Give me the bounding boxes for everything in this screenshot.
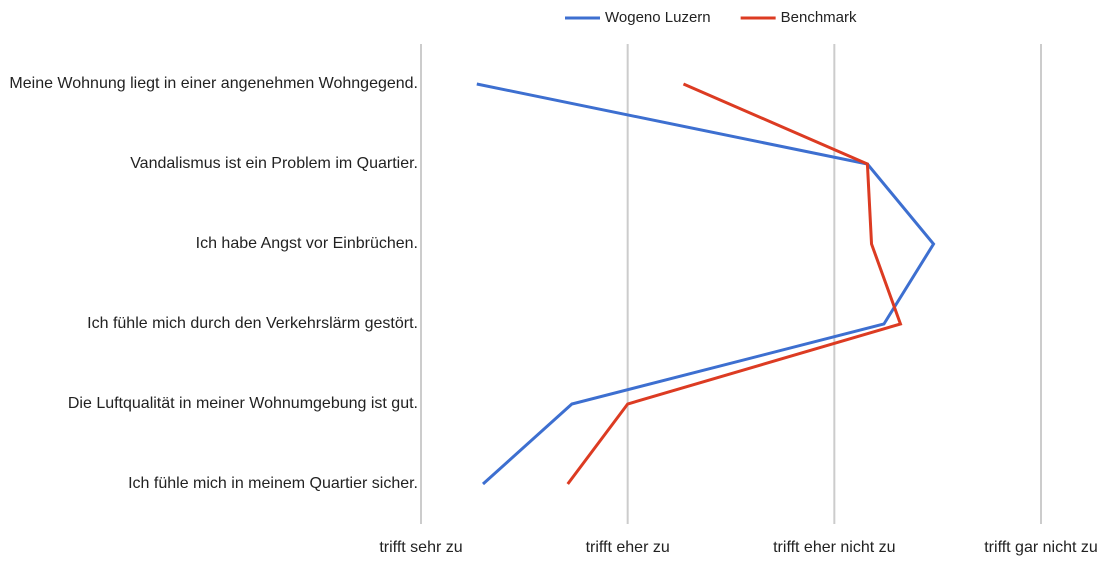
x-tick-label: trifft eher nicht zu xyxy=(773,539,895,556)
y-tick-label: Ich habe Angst vor Einbrüchen. xyxy=(195,235,418,252)
x-tick-label: trifft eher zu xyxy=(586,539,670,556)
y-tick-label: Vandalismus ist ein Problem im Quartier. xyxy=(130,155,418,172)
legend-label: Benchmark xyxy=(781,9,857,26)
x-tick-label: trifft sehr zu xyxy=(379,539,462,556)
legend-label: Wogeno Luzern xyxy=(605,9,711,26)
x-tick-label: trifft gar nicht zu xyxy=(984,539,1098,556)
series-line xyxy=(476,82,936,486)
y-tick-label: Ich fühle mich in meinem Quartier sicher… xyxy=(128,475,418,492)
y-tick-label: Meine Wohnung liegt in einer angenehmen … xyxy=(9,75,418,92)
y-tick-label: Ich fühle mich durch den Verkehrslärm ge… xyxy=(87,315,418,332)
y-tick-label: Die Luftqualität in meiner Wohnumgebung … xyxy=(67,395,418,412)
series-line xyxy=(566,82,903,485)
